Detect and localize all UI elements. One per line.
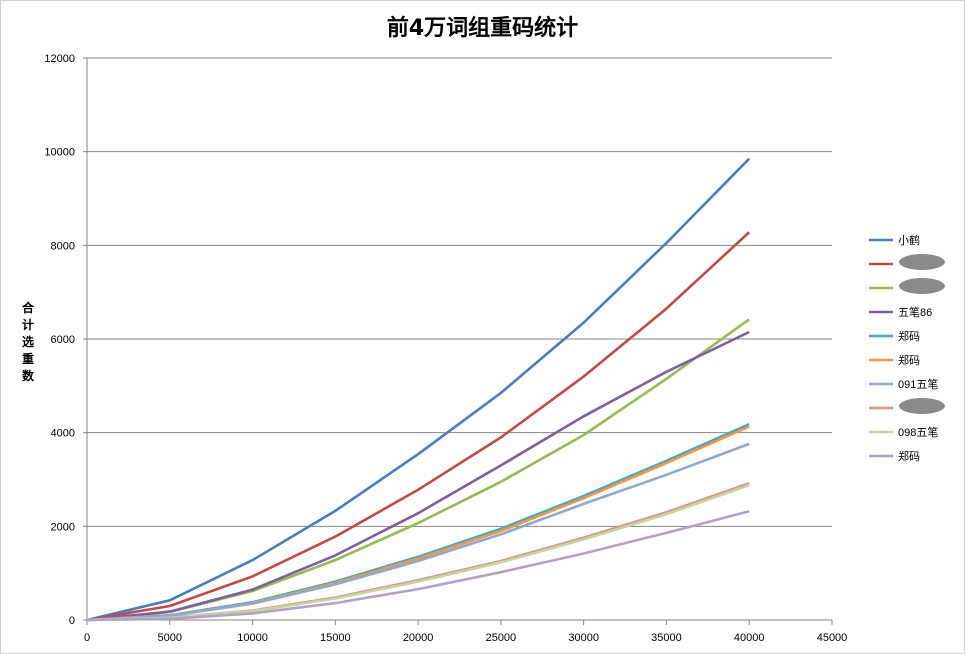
legend-label-9: 098五笔 xyxy=(898,425,938,439)
series-line-10 xyxy=(86,510,750,622)
redaction-blob xyxy=(899,254,945,270)
series-line-1 xyxy=(86,157,751,622)
x-tick-label: 40000 xyxy=(734,632,765,644)
gridlines xyxy=(87,57,832,527)
y-axis-label: 合计选重数 xyxy=(21,301,34,383)
y-tick-label: 4000 xyxy=(51,428,75,440)
tick-labels: 0 2000 4000 6000 8000 10000 12000 0 5000 10000 150… xyxy=(44,53,847,644)
redaction-blob xyxy=(899,398,945,414)
legend-label-7: 091五笔 xyxy=(898,377,938,391)
series-line-7 xyxy=(86,442,750,622)
x-tick-label: 15000 xyxy=(320,632,351,644)
y-tick-label: 8000 xyxy=(51,240,75,252)
legend-label-6: 郑码 xyxy=(898,353,920,367)
chart-title: 前4万词组重码统计 xyxy=(386,16,579,41)
x-tick-label: 20000 xyxy=(403,632,434,644)
series-line-9 xyxy=(86,483,750,622)
y-tick-label: 6000 xyxy=(51,334,75,346)
x-tick-label: 30000 xyxy=(568,632,599,644)
y-tick-label: 10000 xyxy=(44,147,75,159)
y-tick-label: 12000 xyxy=(44,53,75,65)
redaction-blob xyxy=(899,278,945,294)
legend-label-10: 郑码 xyxy=(898,449,920,463)
axes xyxy=(83,57,833,625)
x-tick-label: 45000 xyxy=(817,632,848,644)
x-tick-label: 35000 xyxy=(651,632,682,644)
x-tick-label: 5000 xyxy=(158,632,182,644)
x-tick-label: 10000 xyxy=(237,632,268,644)
legend-label-5: 郑码 xyxy=(898,329,920,343)
series-lines xyxy=(86,157,751,622)
y-tick-label: 0 xyxy=(69,615,75,627)
x-tick-label: 25000 xyxy=(486,632,517,644)
legend-label-1: 小鹤 xyxy=(898,233,920,247)
legend-label-4: 五笔86 xyxy=(898,305,932,319)
series-line-2 xyxy=(86,231,751,622)
x-tick-label: 0 xyxy=(84,632,90,644)
series-line-4 xyxy=(86,330,750,622)
y-tick-label: 2000 xyxy=(51,521,75,533)
